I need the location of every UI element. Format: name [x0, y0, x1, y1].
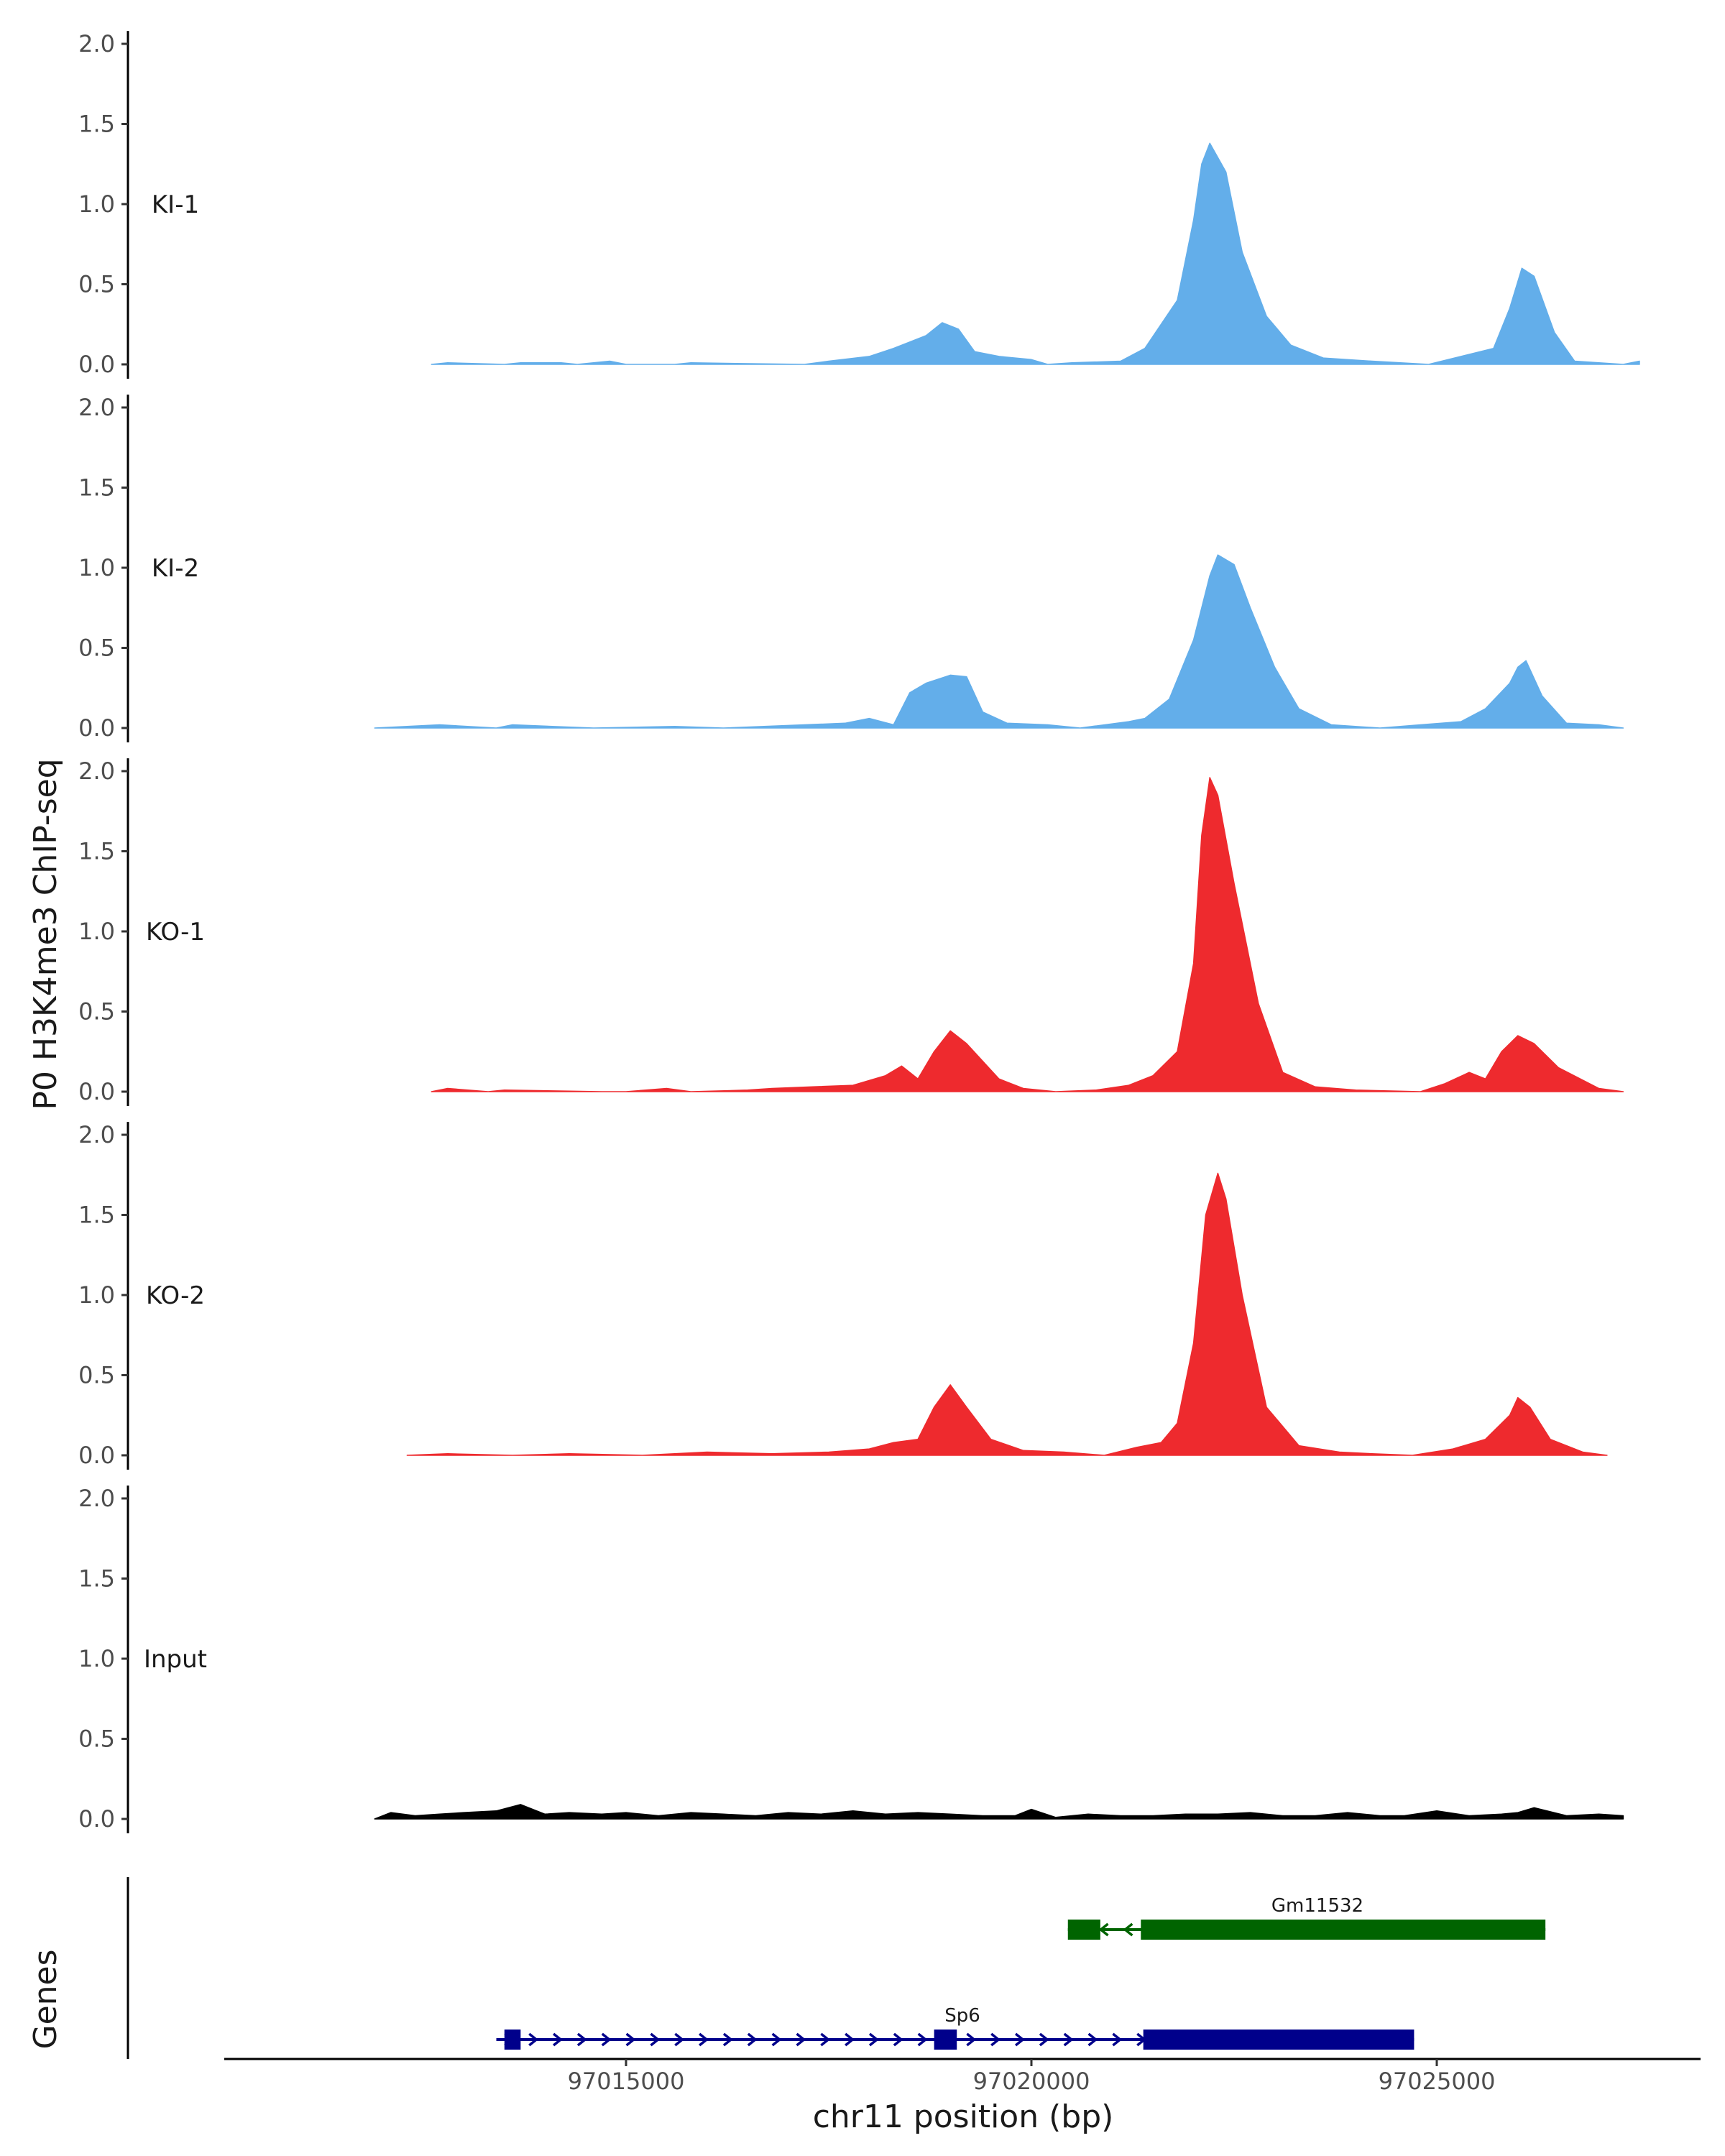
strand-arrow — [722, 2032, 733, 2047]
strand-arrow — [771, 2032, 782, 2047]
track-label: KO-1 — [146, 918, 205, 946]
y-tick-label: 2.0 — [78, 1121, 115, 1148]
strand-arrow — [990, 2032, 1001, 2047]
signal-area-ko-2 — [406, 1172, 1608, 1456]
y-tick-label: 1.5 — [78, 111, 115, 138]
x-axis: 97015000 97020000 97025000 — [224, 2058, 1701, 2095]
x-tick-label: 97020000 — [973, 2068, 1090, 2095]
signal-area-ki-2 — [374, 554, 1624, 729]
signal-area-ko-1 — [431, 777, 1624, 1092]
y-tick-label: 2.0 — [78, 757, 115, 785]
x-axis-title: chr11 position (bp) — [813, 2099, 1114, 2135]
strand-arrow — [1087, 2032, 1098, 2047]
strand-arrow — [528, 2032, 539, 2047]
track-label: KO-2 — [146, 1281, 205, 1310]
y-tick-label: 0.5 — [78, 1362, 115, 1389]
y-tick-label: 1.5 — [78, 474, 115, 502]
gene-exon — [1143, 2030, 1414, 2050]
y-tick-label: 1.0 — [78, 1281, 115, 1309]
track-ko-2: 0.0 0.5 1.0 1.5 2.0 KO-2 — [78, 1121, 1608, 1470]
gene-gm11532: Gm11532 — [1067, 1895, 1546, 1940]
strand-arrow — [868, 2032, 879, 2047]
gene-name-label: Gm11532 — [1271, 1895, 1363, 1917]
gene-sp6: Sp6 — [496, 2005, 1414, 2050]
track-label: Input — [144, 1645, 207, 1674]
track-label: KI-1 — [152, 190, 199, 219]
strand-arrow — [1063, 2032, 1074, 2047]
strand-arrow — [1112, 2032, 1123, 2047]
y-tick-label: 1.0 — [78, 1645, 115, 1672]
x-tick-label: 97025000 — [1379, 2068, 1496, 2095]
gene-name-label: Sp6 — [944, 2005, 980, 2027]
y-tick-label: 1.5 — [78, 1565, 115, 1593]
y-tick-label: 1.5 — [78, 838, 115, 865]
gene-exon — [934, 2030, 957, 2050]
track-label: KI-2 — [152, 554, 199, 583]
y-tick-label: 2.0 — [78, 1485, 115, 1512]
y-axis-title: P0 H3K4me3 ChIP-seq — [27, 758, 64, 1110]
track-ki-2: 0.0 0.5 1.0 1.5 2.0 KI-2 — [78, 394, 1624, 742]
strand-arrow — [674, 2032, 685, 2047]
strand-arrow — [796, 2032, 806, 2047]
gene-track: Gm11532 Sp6 — [126, 1877, 1546, 2059]
strand-arrow — [1039, 2032, 1049, 2047]
y-tick-label: 2.0 — [78, 394, 115, 421]
strand-arrow — [1014, 2032, 1025, 2047]
strand-arrow — [845, 2032, 855, 2047]
strand-arrow — [699, 2032, 709, 2047]
strand-arrow — [553, 2032, 563, 2047]
signal-area-input — [374, 1804, 1624, 1820]
y-tick-label: 0.5 — [78, 635, 115, 662]
strand-arrow — [1123, 1922, 1133, 1937]
strand-arrow — [966, 2032, 977, 2047]
strand-arrow — [893, 2032, 903, 2047]
y-tick-label: 0.0 — [78, 1805, 115, 1833]
strand-arrow — [1098, 1922, 1109, 1937]
y-tick-label: 0.5 — [78, 998, 115, 1026]
y-tick-label: 1.0 — [78, 918, 115, 945]
gene-exon — [1067, 1920, 1100, 1940]
gene-exon — [504, 2030, 521, 2050]
gene-exon — [1141, 1920, 1546, 1940]
y-tick-label: 1.0 — [78, 554, 115, 581]
track-input: 0.0 0.5 1.0 1.5 2.0 Input — [78, 1485, 1624, 1833]
strand-arrow — [576, 2032, 587, 2047]
signal-area-ki-1 — [431, 142, 1640, 365]
strand-arrow — [650, 2032, 661, 2047]
strand-arrow — [917, 2032, 928, 2047]
y-tick-label: 1.0 — [78, 190, 115, 218]
strand-arrow — [625, 2032, 636, 2047]
signal-tracks: 0.00.51.01.52.0KI-10.00.51.01.52.0KI-20.… — [78, 30, 1640, 1833]
y-tick-label: 0.5 — [78, 271, 115, 298]
y-tick-label: 0.0 — [78, 1442, 115, 1469]
y-tick-label: 2.0 — [78, 30, 115, 57]
y-tick-label: 0.5 — [78, 1726, 115, 1753]
y-tick-label: 0.0 — [78, 351, 115, 378]
track-ko-1: 0.0 0.5 1.0 1.5 2.0 KO-1 — [78, 757, 1624, 1106]
strand-arrow — [747, 2032, 758, 2047]
y-tick-label: 0.0 — [78, 714, 115, 742]
track-ki-1: 0.0 0.5 1.0 1.5 2.0 KI-1 — [78, 30, 1640, 379]
genes-axis-title: Genes — [27, 1949, 64, 2049]
x-tick-label: 97015000 — [568, 2068, 685, 2095]
y-tick-label: 0.0 — [78, 1078, 115, 1105]
strand-arrow — [601, 2032, 612, 2047]
y-tick-label: 1.5 — [78, 1202, 115, 1229]
strand-arrow — [820, 2032, 831, 2047]
